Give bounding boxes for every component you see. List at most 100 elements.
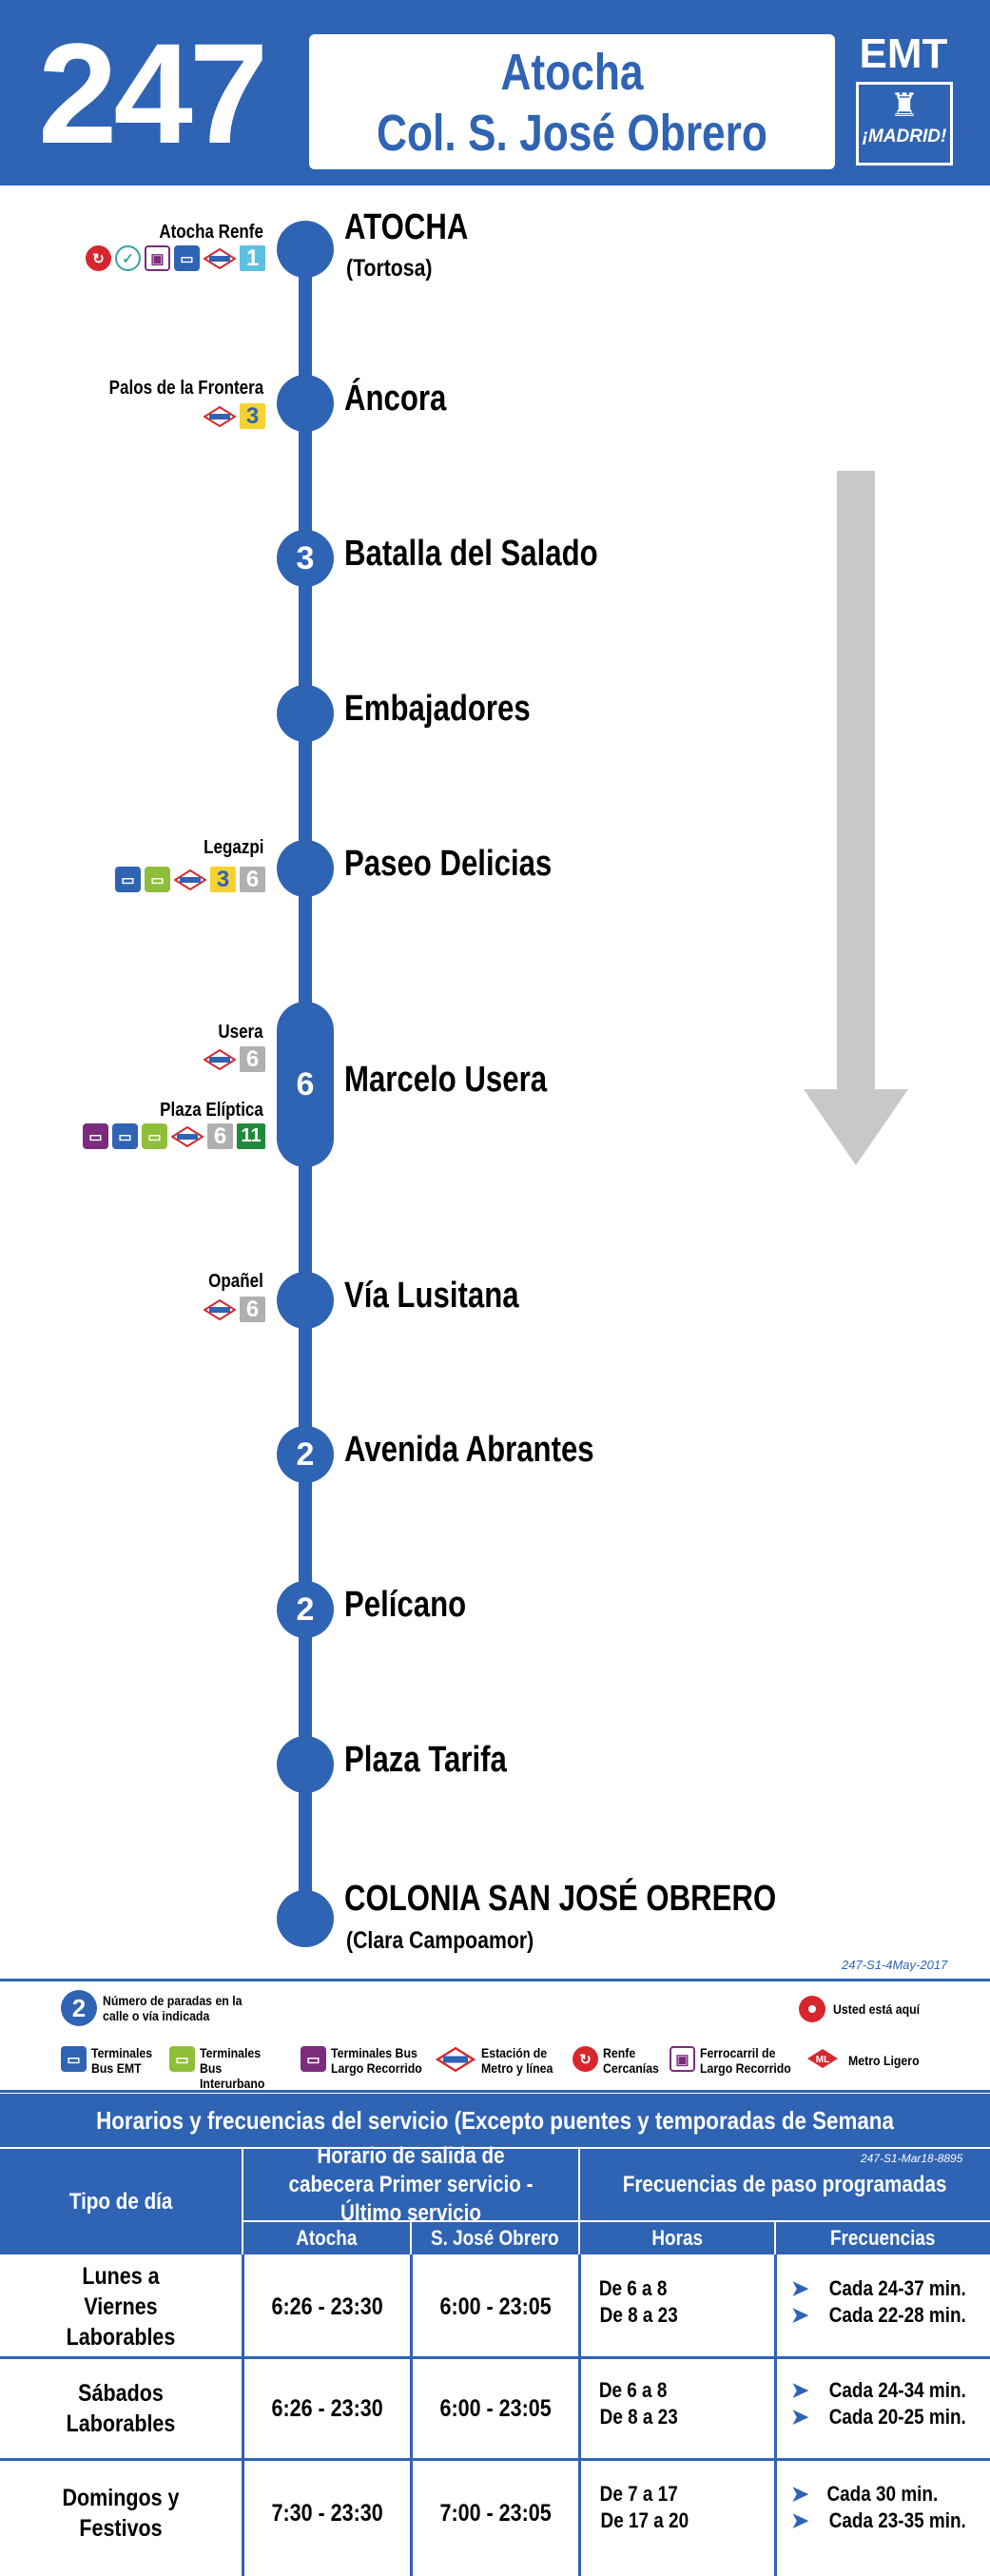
header-frequencies: Frecuencias de paso programadas [580,2149,990,2220]
table-divider [410,2254,413,2576]
stop-name: Áncora [344,379,447,419]
table-cell-atocha: 6:26 - 23:30 [271,2293,383,2320]
metro-line-3-icon: 3 [240,403,265,429]
header-departure: Horario de salida de cabecera Primer ser… [243,2143,578,2226]
stop-count-legend-icon: 2 [61,1990,97,2026]
bullet-arrow-icon: ➤ [791,2303,809,2327]
header-day-type: Tipo de día [0,2149,242,2254]
stop-marker [277,840,334,897]
table-cell-atocha: 7:30 - 23:30 [271,2500,383,2527]
metro-icon [436,2047,476,2072]
legend-label: Terminales Bus EMT [91,2045,153,2076]
header-freq: Frecuencias [776,2222,990,2254]
stop-subtitle: (Clara Campoamor) [346,1927,534,1954]
madrid-logo: ♜ ¡MADRID! [856,82,953,166]
legend [0,1979,990,2093]
header-obrero: S. José Obrero [412,2222,578,2254]
metro-ligero-icon: ML [807,2049,838,2068]
table-divider [0,2458,990,2461]
table-cell-freq: ➤ Cada 23-35 min. [791,2506,978,2536]
legend-label: Ferrocarril de Largo Recorrido [700,2045,791,2076]
table-cell-obrero: 6:00 - 23:05 [439,2395,552,2422]
table-cell-obrero: 7:00 - 23:05 [439,2500,552,2527]
connection-icons: ▭ ▭ ▭ 6 11 [83,1123,265,1149]
table-cell-hours: De 8 a 23 [599,2405,678,2429]
stop-name: Vía Lusitana [344,1276,519,1316]
table-divider [242,2254,244,2576]
header-hours: Horas [580,2222,774,2254]
stop-name: Pelícano [344,1585,467,1625]
table-row-day: Lunes a Viernes Laborables [66,2263,176,2351]
metro-line-3-icon: 3 [210,867,236,892]
stop-name: Embajadores [344,689,531,729]
bus-interurbano-icon: ▭ [142,1123,167,1149]
stop-name: ATOCHA [344,207,469,247]
stop-marker [277,375,334,432]
table-cell-freq: ➤ Cada 30 min. [791,2479,947,2509]
cercanias-icon: ↻ [573,2046,598,2072]
bus-interurbano-icon: ▭ [145,867,170,892]
station-label: Legazpi [203,837,263,858]
cercanias-icon: ↻ [86,245,111,271]
check-icon: ✓ [115,245,141,271]
metro-icon [171,1125,204,1147]
direction-arrow-icon [804,471,908,1165]
you-are-here-icon [799,1996,825,2022]
bus-largo-recorrido-icon: ▭ [301,2046,326,2072]
connection-icons: 3 [204,403,265,429]
station-label: Plaza Elíptica [160,1100,263,1121]
bus-interurbano-icon: ▭ [169,2046,195,2072]
bullet-arrow-icon: ➤ [791,2276,809,2300]
metro-line-11-icon: 11 [237,1123,265,1149]
schedule-code: 247-S1-Mar18-8895 [861,2152,963,2165]
table-cell-freq: ➤ Cada 22-28 min. [791,2300,978,2331]
table-cell-hours: De 6 a 8 [598,2276,668,2300]
table-cell-freq: ➤ Cada 24-37 min. [791,2274,978,2304]
bullet-arrow-icon: ➤ [791,2508,809,2532]
station-label: Usera [218,1022,263,1043]
stop-name: Marcelo Usera [344,1060,548,1100]
connection-icons: ▭ ▭ 3 6 [115,867,265,892]
bus-emt-icon: ▭ [174,245,200,271]
station-label: Atocha Renfe [159,222,263,243]
stop-name: COLONIA SAN JOSÉ OBRERO [344,1879,777,1919]
madrid-crest-icon: ♜ [889,88,920,124]
stop-name: Plaza Tarifa [344,1740,507,1780]
legend-you-are-here: Usted está aquí [833,2001,921,2017]
legend-label: Metro Ligero [848,2053,920,2068]
bus-largo-recorrido-icon: ▭ [83,1123,108,1149]
station-label: Opañel [208,1271,263,1292]
stop-subtitle: (Tortosa) [346,255,433,282]
metro-line-6-icon: 6 [207,1123,233,1149]
stop-marker [277,685,334,742]
connection-icons: 6 [204,1046,265,1072]
table-cell-atocha: 6:26 - 23:30 [271,2395,383,2422]
table-cell-hours: De 17 a 20 [600,2508,689,2532]
metro-icon [204,405,236,427]
legend-label: Terminales Bus Largo Recorrido [331,2045,422,2076]
bus-emt-icon: ▭ [112,1123,138,1149]
bus-emt-icon: ▭ [61,2046,87,2072]
svg-text:ML: ML [816,2055,829,2065]
stop-marker [277,1890,334,1947]
stop-count-marker: 6 [277,1002,334,1167]
table-divider [774,2254,777,2576]
stop-marker [277,1272,334,1329]
bus-emt-icon: ▭ [115,867,141,892]
legend-label: Estación de Metro y línea [481,2045,553,2076]
metro-line-6-icon: 6 [240,867,265,892]
metro-line-6-icon: 6 [240,1046,265,1072]
table-divider [578,2254,581,2576]
stop-marker [277,221,334,278]
table-row-day: Sábados Laborables [66,2380,176,2437]
metro-line-6-icon: 6 [240,1297,265,1322]
stop-name: Avenida Abrantes [344,1430,594,1470]
station-label: Palos de la Frontera [108,378,263,399]
stop-name: Paseo Delicias [344,844,553,884]
bullet-arrow-icon: ➤ [791,2378,809,2402]
metro-icon [204,1048,236,1070]
table-cell-obrero: 6:00 - 23:05 [439,2293,552,2320]
table-cell-freq: ➤ Cada 20-25 min. [791,2402,978,2432]
connection-icons: 6 [204,1297,265,1322]
table-row-day: Domingos y Festivos [62,2485,180,2542]
